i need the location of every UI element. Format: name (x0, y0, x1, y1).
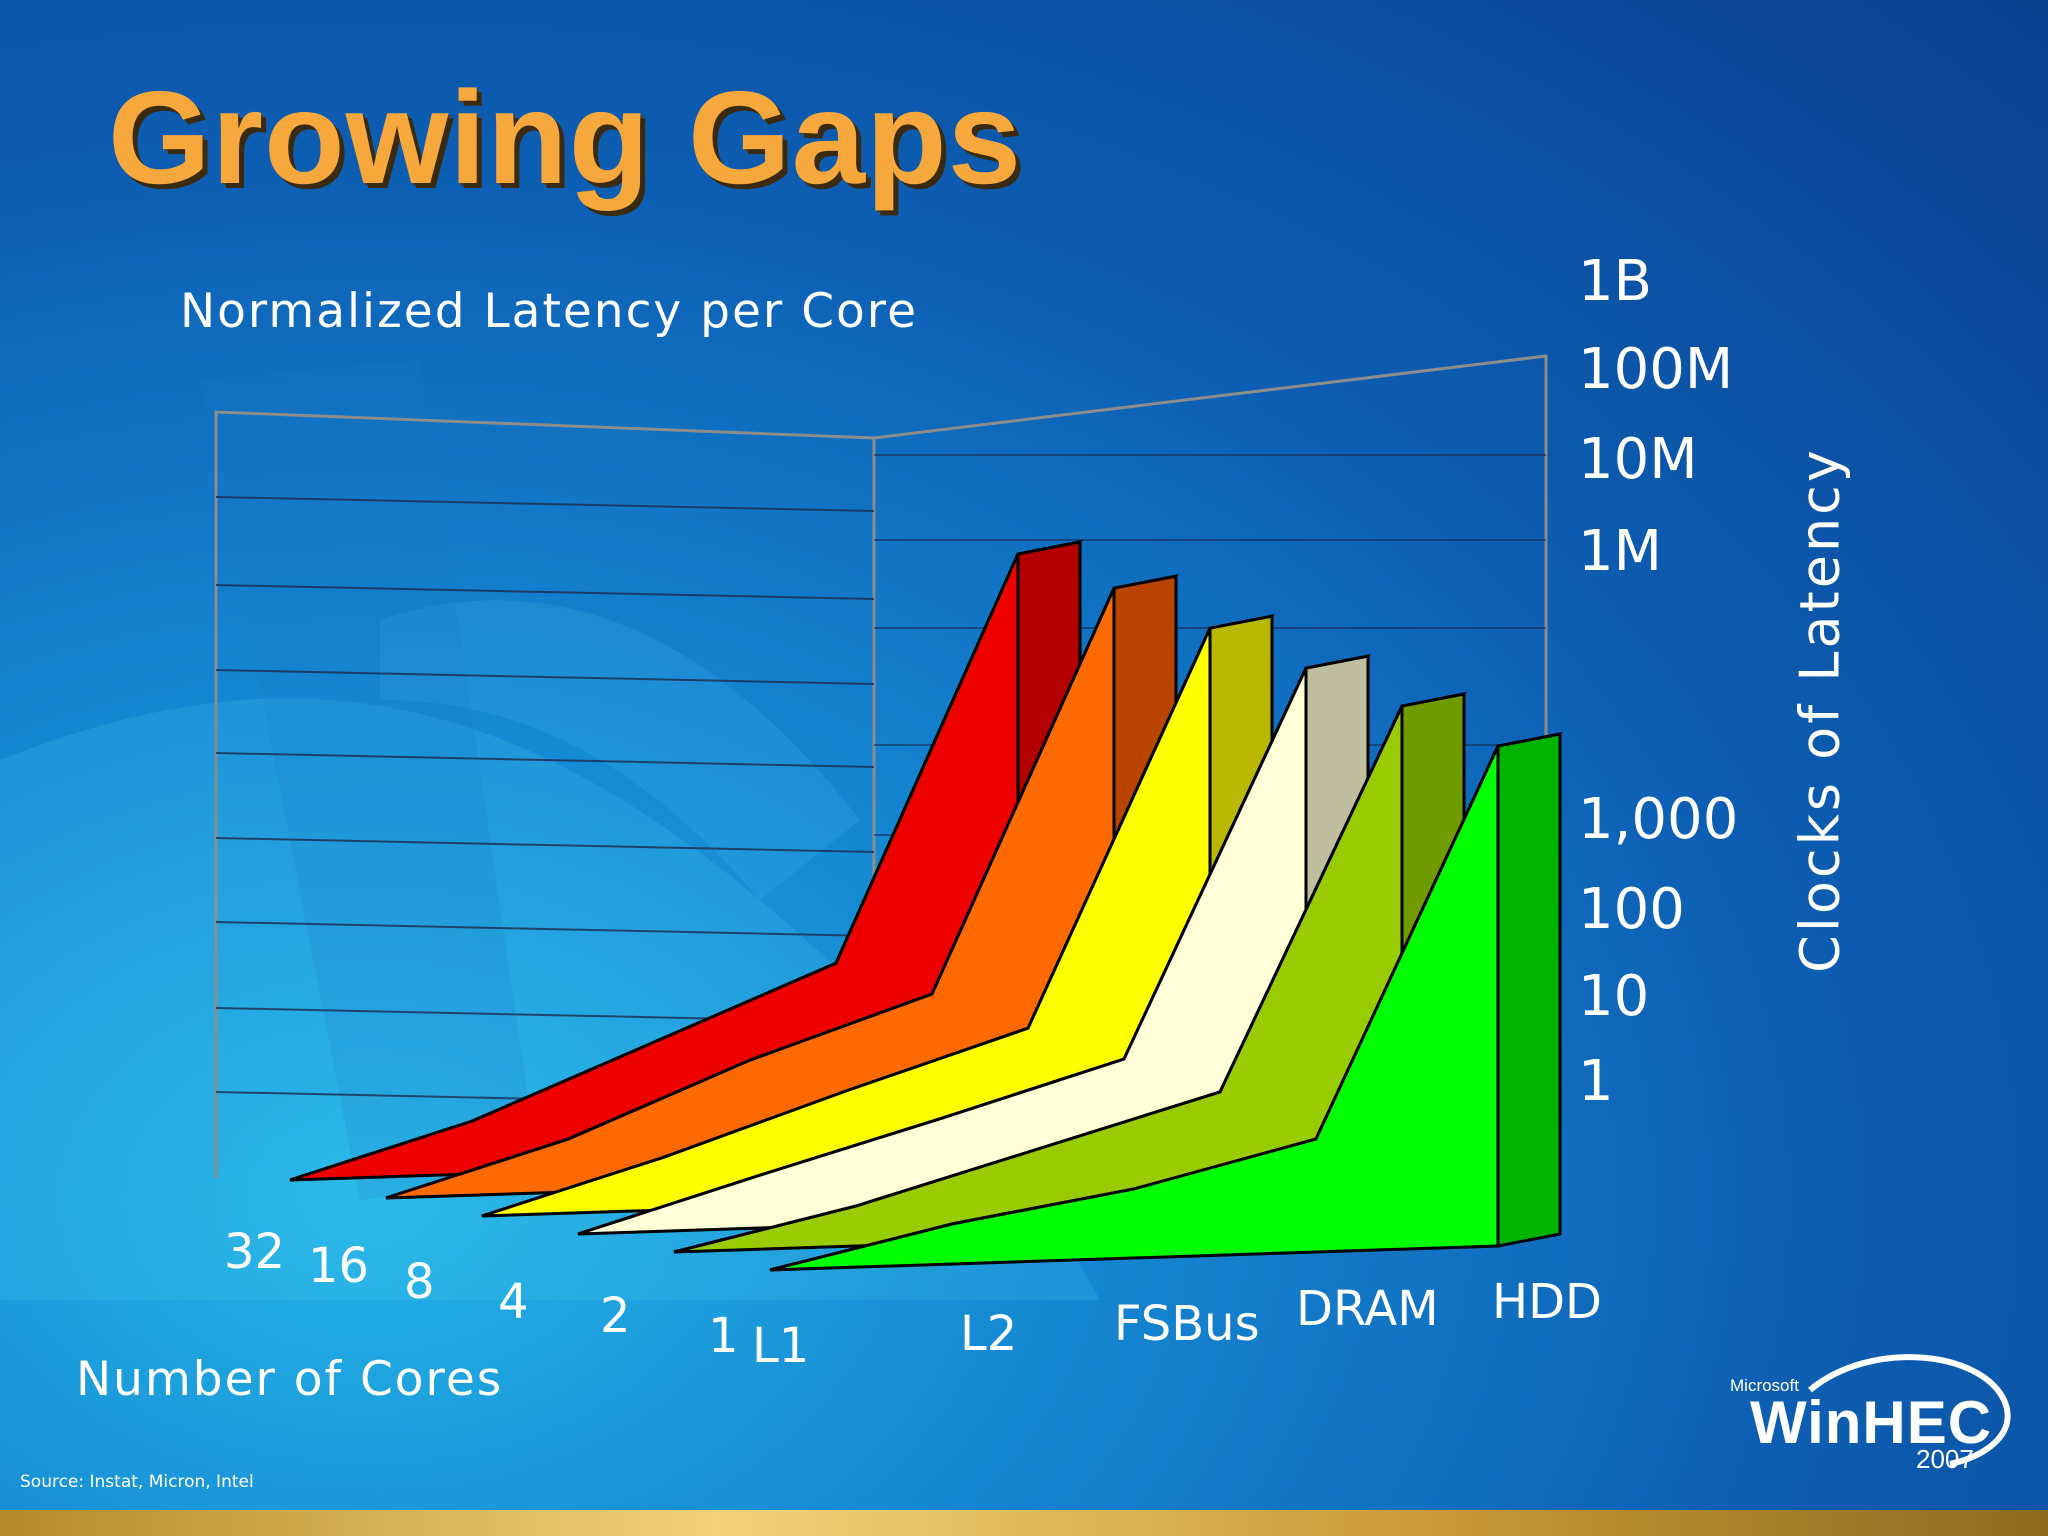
chart-gridline (215, 752, 875, 768)
y-tick-label: 1 (1578, 1049, 1614, 1114)
chart-tick-labels: 1 10 100 1,000 1M 10M 100M 1B L1 L2 FSBus DRAM HDD 32… (224, 249, 1738, 1374)
core-count-label: 2 (600, 1288, 631, 1344)
logo-winhec-text: WinHEC (1750, 1389, 1993, 1456)
bottom-gold-bar (0, 1510, 2048, 1536)
category-label: DRAM (1296, 1281, 1439, 1337)
x-axis-title: Number of Cores (76, 1352, 504, 1407)
series-front-face (769, 745, 1500, 1272)
category-label: FSBus (1114, 1296, 1260, 1352)
chart-gridline (215, 921, 875, 937)
chart-gridline (215, 496, 875, 512)
series-1-cores (769, 732, 1563, 1272)
core-count-label: 16 (308, 1238, 369, 1294)
chart-gridline (215, 669, 875, 685)
chart-series (289, 539, 1563, 1272)
slide-title: Growing Gaps (108, 64, 1023, 211)
y-tick-label: 10 (1578, 964, 1649, 1029)
core-count-label: 32 (224, 1224, 285, 1280)
y-tick-label: 100 (1578, 877, 1685, 942)
logo-swoosh-icon (1808, 1354, 2011, 1467)
chart-gridline (215, 837, 875, 853)
series-end-face (1496, 732, 1562, 1248)
y-tick-label: 1B (1578, 249, 1652, 314)
chart-subtitle: Normalized Latency per Core (180, 284, 918, 339)
core-count-label: 1 (708, 1308, 739, 1364)
chart-back-wall-left (214, 410, 876, 1178)
core-count-label: 4 (498, 1274, 529, 1330)
winhec-logo: Microsoft WinHEC 2007 (1720, 1340, 2020, 1480)
y-tick-label: 10M (1578, 427, 1698, 492)
logo-microsoft-text: Microsoft (1730, 1376, 1799, 1395)
y-tick-label: 1,000 (1578, 787, 1738, 852)
category-label: L1 (752, 1318, 809, 1374)
source-note: Source: Instat, Micron, Intel (20, 1472, 254, 1492)
chart-gridline (215, 584, 875, 600)
logo-year-text: 2007 (1916, 1444, 1974, 1474)
y-tick-label: 100M (1578, 337, 1733, 402)
y-tick-label: 1M (1578, 519, 1662, 584)
category-label: L2 (960, 1306, 1017, 1362)
core-count-label: 8 (404, 1254, 435, 1310)
category-label: HDD (1492, 1274, 1602, 1330)
y-axis-title: Clocks of Latency (1788, 447, 1852, 973)
